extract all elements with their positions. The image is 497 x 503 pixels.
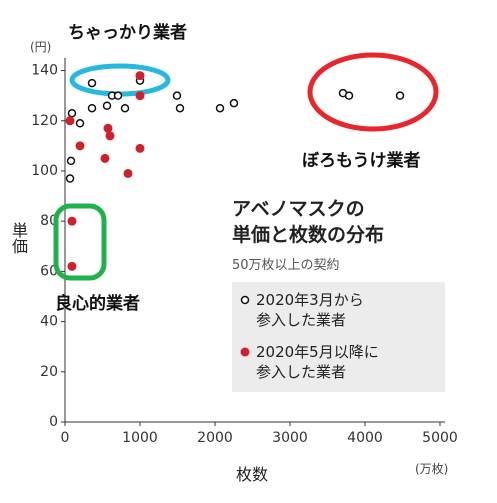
y-tick-label: 120 [31, 113, 58, 129]
y-tick-label: 140 [31, 63, 58, 79]
point [102, 101, 112, 110]
point [120, 103, 130, 113]
point [66, 156, 76, 166]
legend-label: 2020年5月以降に 参入した業者 [256, 343, 379, 381]
annotation: ぼろもうけ業者 [302, 151, 421, 171]
x-axis-label: 枚数 [236, 465, 269, 484]
point [113, 91, 123, 100]
chart-subtitle: 50万枚以上の契約 [232, 258, 340, 273]
point [100, 153, 110, 163]
x-tick-label: 4000 [347, 430, 383, 446]
x-tick-label: 2000 [197, 430, 233, 446]
x-unit: (万枚) [415, 462, 449, 476]
x-tick-label: 3000 [272, 430, 308, 446]
point [67, 216, 77, 226]
point [135, 91, 145, 101]
y-tick-label: 20 [40, 364, 58, 380]
y-axis-label: 単価 [9, 222, 28, 254]
point [135, 143, 145, 153]
legend-box [232, 282, 445, 392]
highlight-ellipse [69, 63, 171, 97]
y-tick-label: 0 [49, 414, 58, 430]
point [105, 131, 115, 141]
point [344, 91, 354, 100]
point [75, 119, 85, 128]
highlight-ellipse [307, 52, 439, 132]
x-tick-label: 0 [61, 430, 70, 446]
point [65, 116, 75, 126]
chart-title: アベノマスクの 単価と枚数の分布 [232, 198, 385, 246]
y-tick-label: 100 [31, 163, 58, 179]
point [123, 168, 133, 178]
point [172, 91, 182, 100]
point [87, 78, 97, 88]
point [229, 98, 239, 108]
point [135, 71, 145, 81]
point [75, 141, 85, 151]
x-tick-label: 1000 [122, 430, 158, 446]
annotation: 良心的業者 [55, 294, 140, 314]
legend-marker [240, 295, 250, 305]
point [87, 103, 97, 113]
point [67, 261, 77, 271]
highlight-rect [53, 203, 107, 281]
x-tick-label: 5000 [422, 430, 458, 446]
point [395, 91, 405, 100]
annotation: ちゃっかり業者 [68, 23, 187, 43]
legend-label: 2020年3月から 参入した業者 [256, 291, 364, 329]
y-tick-label: 40 [40, 314, 58, 330]
y-unit: (円) [30, 40, 52, 54]
legend-marker [240, 347, 250, 357]
point [215, 103, 225, 113]
point [175, 103, 185, 113]
point [103, 123, 113, 133]
point [65, 174, 75, 183]
point [67, 108, 77, 118]
y-tick-label: 60 [40, 263, 58, 279]
